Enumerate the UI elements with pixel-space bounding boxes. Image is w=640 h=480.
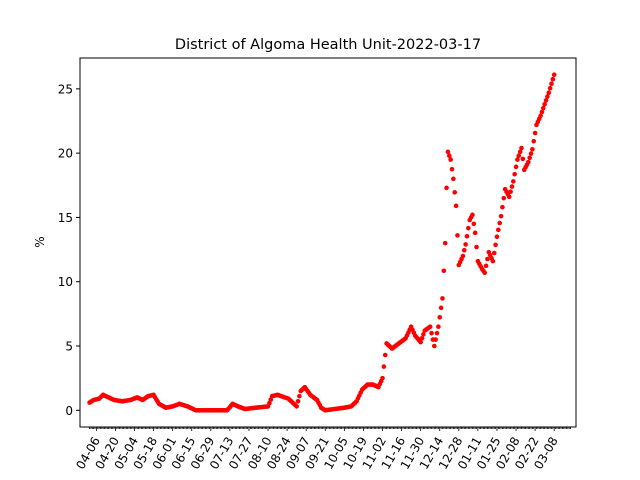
data-point — [446, 153, 452, 159]
data-point — [448, 157, 453, 162]
data-point — [466, 225, 471, 231]
data-point — [437, 314, 443, 320]
data-point — [461, 247, 467, 253]
data-point — [472, 230, 478, 236]
data-point — [500, 204, 505, 210]
data-point — [433, 337, 438, 342]
data-point — [551, 72, 557, 78]
data-point — [427, 324, 433, 330]
data-point — [471, 221, 477, 227]
data-point — [438, 305, 444, 311]
data-point — [491, 250, 497, 256]
data-points — [87, 72, 557, 413]
data-point — [515, 157, 520, 162]
data-point — [528, 151, 534, 156]
y-axis: 0 5 10 15 20 25 — [58, 82, 80, 418]
data-point — [512, 171, 517, 177]
data-point — [501, 195, 507, 201]
data-point — [463, 242, 468, 247]
data-point — [460, 253, 466, 259]
data-point — [380, 375, 385, 381]
data-point — [441, 268, 447, 274]
data-point — [453, 203, 459, 209]
data-point — [543, 98, 549, 103]
data-point — [494, 234, 500, 240]
data-point — [421, 332, 426, 337]
data-point — [295, 398, 301, 404]
data-point — [498, 213, 504, 219]
data-point — [419, 335, 425, 341]
data-point — [517, 149, 523, 155]
data-point — [455, 233, 460, 238]
data-point — [509, 184, 515, 189]
data-point — [547, 85, 553, 91]
y-tick-label: 25 — [58, 82, 73, 96]
y-axis-label: % — [33, 236, 47, 247]
data-point — [485, 256, 490, 262]
chart-title: District of Algoma Health Unit-2022-03-1… — [175, 37, 481, 53]
data-point — [546, 90, 552, 96]
data-point — [474, 244, 479, 250]
data-point — [434, 330, 440, 336]
data-point — [483, 263, 489, 269]
data-point — [550, 76, 556, 82]
data-point — [530, 146, 535, 152]
x-axis: 04-0604-2005-0405-1806-0106-1506-2907-13… — [73, 427, 571, 472]
data-point — [513, 164, 519, 170]
data-point — [449, 166, 455, 172]
data-point — [542, 101, 547, 107]
y-tick-label: 0 — [65, 404, 73, 418]
data-point — [381, 364, 387, 369]
data-point — [497, 220, 502, 226]
data-point — [539, 109, 545, 115]
data-point — [506, 194, 512, 200]
data-point — [527, 155, 532, 161]
data-point — [442, 240, 448, 246]
data-point — [531, 138, 537, 144]
data-point — [470, 212, 475, 218]
data-point — [451, 176, 456, 182]
data-point — [431, 343, 437, 349]
y-tick-label: 10 — [58, 275, 73, 289]
data-point — [297, 393, 302, 399]
data-point — [532, 130, 538, 136]
data-point — [545, 94, 550, 99]
data-point — [440, 296, 445, 301]
data-point — [511, 179, 516, 184]
y-tick-label: 20 — [58, 147, 73, 161]
data-point — [496, 227, 501, 233]
data-point — [538, 113, 543, 119]
data-point — [540, 105, 546, 111]
data-point — [549, 81, 554, 87]
data-point — [490, 258, 496, 264]
data-point — [508, 189, 513, 195]
data-point — [482, 270, 488, 276]
y-tick-label: 5 — [65, 340, 73, 354]
data-point — [520, 156, 526, 162]
data-point — [418, 339, 423, 345]
data-point — [464, 233, 470, 239]
data-point — [294, 404, 299, 409]
data-point — [516, 153, 522, 159]
data-point — [429, 330, 434, 336]
data-point — [526, 159, 531, 165]
data-point — [493, 242, 498, 248]
data-point — [436, 324, 441, 330]
plot-frame — [79, 57, 577, 428]
y-axis-label-group: % — [33, 236, 47, 247]
data-point — [382, 352, 388, 358]
data-point — [444, 185, 449, 191]
y-tick-label: 15 — [58, 211, 73, 225]
data-point — [519, 145, 524, 151]
data-point — [452, 190, 458, 195]
data-point — [445, 149, 451, 155]
